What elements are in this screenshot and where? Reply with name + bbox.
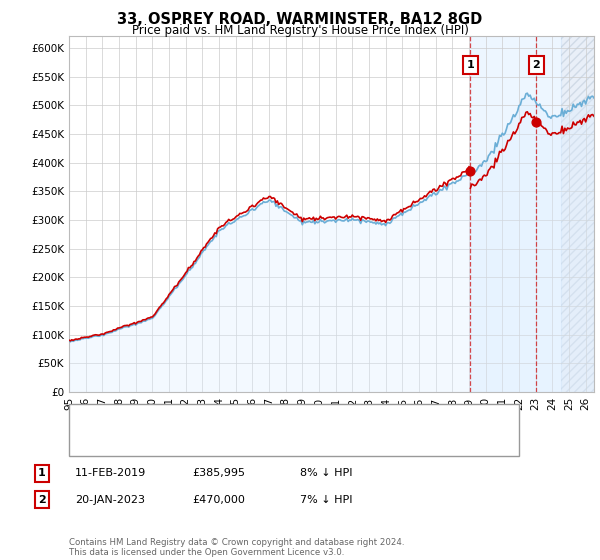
Text: 2: 2 xyxy=(533,60,541,70)
Text: Price paid vs. HM Land Registry's House Price Index (HPI): Price paid vs. HM Land Registry's House … xyxy=(131,24,469,37)
Text: 1: 1 xyxy=(466,60,474,70)
Text: HPI: Average price, detached house, Wiltshire: HPI: Average price, detached house, Wilt… xyxy=(100,437,339,447)
Text: £470,000: £470,000 xyxy=(192,494,245,505)
Text: 8% ↓ HPI: 8% ↓ HPI xyxy=(300,468,353,478)
Text: 2: 2 xyxy=(38,494,46,505)
Text: 33, OSPREY ROAD, WARMINSTER, BA12 8GD: 33, OSPREY ROAD, WARMINSTER, BA12 8GD xyxy=(118,12,482,27)
Text: 1: 1 xyxy=(38,468,46,478)
Point xyxy=(532,118,541,127)
Text: 20-JAN-2023: 20-JAN-2023 xyxy=(75,494,145,505)
Text: 7% ↓ HPI: 7% ↓ HPI xyxy=(300,494,353,505)
Text: Contains HM Land Registry data © Crown copyright and database right 2024.
This d: Contains HM Land Registry data © Crown c… xyxy=(69,538,404,557)
Point xyxy=(466,166,475,175)
Text: 11-FEB-2019: 11-FEB-2019 xyxy=(75,468,146,478)
Text: 33, OSPREY ROAD, WARMINSTER, BA12 8GD (detached house): 33, OSPREY ROAD, WARMINSTER, BA12 8GD (d… xyxy=(100,414,427,424)
Text: £385,995: £385,995 xyxy=(192,468,245,478)
